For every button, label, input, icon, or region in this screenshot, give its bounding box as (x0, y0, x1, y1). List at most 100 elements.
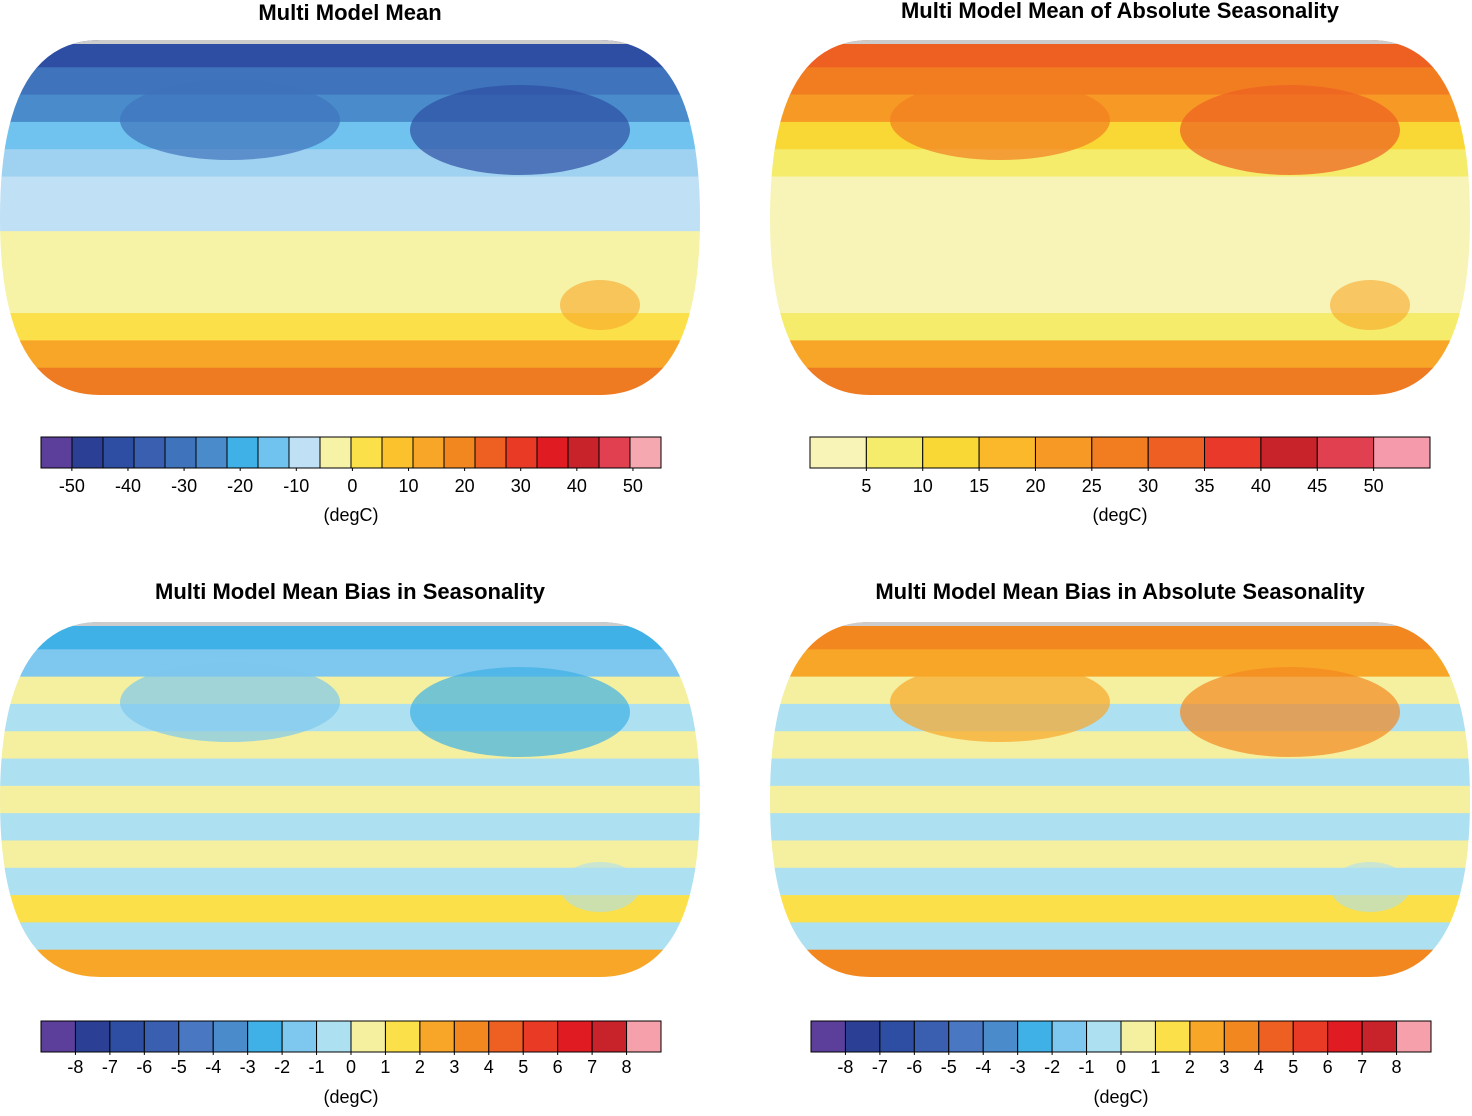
colorbar-tick-label: 6 (553, 1057, 563, 1077)
colorbar-tick-label: 20 (1025, 476, 1045, 496)
map-band (0, 649, 700, 678)
map-band (0, 340, 700, 369)
colorbar-tick-label: 10 (913, 476, 933, 496)
colorbar-tick-label: -1 (309, 1057, 325, 1077)
colorbar-tick-label: 30 (1138, 476, 1158, 496)
map-band (770, 649, 1470, 678)
colorbar-swatch (505, 436, 538, 469)
colorbar-tick-label: -20 (227, 476, 253, 496)
map-band (0, 67, 700, 96)
colorbar-tick-label: 8 (1392, 1057, 1402, 1077)
map (0, 622, 700, 977)
map-band (770, 203, 1470, 233)
colorbar-swatch (809, 436, 867, 469)
colorbar-swatch (419, 1020, 455, 1053)
colorbar-swatch (474, 436, 507, 469)
colorbar-swatch (1223, 1020, 1260, 1053)
panel: Multi Model Mean of Absolute Seasonality… (770, 0, 1470, 525)
map-band (770, 813, 1470, 842)
map-band (0, 949, 700, 977)
map-band (770, 367, 1470, 395)
panel: Multi Model Mean Bias in Seasonality -8 -7… (0, 579, 700, 1107)
colorbar-tick-label: -3 (240, 1057, 256, 1077)
map-band (770, 40, 1470, 69)
map-band (0, 622, 700, 651)
colorbar-swatch (381, 436, 414, 469)
cap (0, 40, 700, 44)
colorbar-tick-label: 35 (1195, 476, 1215, 496)
colorbar-tick-label: 10 (398, 476, 418, 496)
colorbar-swatch (1120, 1020, 1156, 1053)
colorbar-swatch (288, 436, 321, 469)
colorbar-swatch (384, 1020, 421, 1053)
cap (770, 40, 1470, 44)
map-band (0, 231, 700, 260)
colorbar-tick-label: 25 (1082, 476, 1102, 496)
colorbar-swatch (865, 436, 924, 469)
colorbar-swatch (598, 436, 631, 469)
colorbar-swatch (536, 436, 569, 469)
colorbar-tick-label: 4 (1254, 1057, 1264, 1077)
colorbar-unit: (degC) (323, 1087, 378, 1107)
land-blob (560, 862, 640, 912)
map-band (770, 340, 1470, 369)
colorbar-tick-label: 3 (1219, 1057, 1229, 1077)
colorbar-swatch (1292, 1020, 1329, 1053)
map-band (0, 785, 700, 815)
colorbar-swatch (316, 1020, 352, 1053)
map-band (0, 176, 700, 205)
colorbar-tick-label: 15 (969, 476, 989, 496)
colorbar-tick-label: -2 (274, 1057, 290, 1077)
colorbar-swatch (978, 436, 1036, 469)
map (770, 622, 1470, 977)
colorbar-swatch (1204, 436, 1262, 469)
colorbar-tick-label: -1 (1079, 1057, 1095, 1077)
colorbar-swatch (226, 436, 259, 469)
colorbar-swatch (164, 436, 197, 469)
cap (770, 622, 1470, 626)
colorbar-swatch (913, 1020, 950, 1053)
colorbar-swatch (1260, 436, 1318, 469)
colorbar-swatch (844, 1020, 881, 1053)
map (770, 40, 1470, 395)
cap (0, 622, 700, 626)
colorbar-swatch (1147, 436, 1206, 469)
panel-title: Multi Model Mean Bias in Seasonality (155, 579, 546, 604)
colorbar-tick-label: 1 (380, 1057, 390, 1077)
colorbar-swatch (1316, 436, 1375, 469)
colorbar-tick-label: 40 (567, 476, 587, 496)
panel-title: Multi Model Mean (258, 0, 441, 25)
map-band (770, 785, 1470, 815)
colorbar-tick-label: 6 (1323, 1057, 1333, 1077)
colorbar-tick-label: -5 (171, 1057, 187, 1077)
colorbar-tick-label: -10 (283, 476, 309, 496)
colorbar-swatch (40, 1020, 76, 1053)
map-band (0, 813, 700, 842)
colorbar-tick-label: 30 (511, 476, 531, 496)
colorbar-tick-label: -5 (941, 1057, 957, 1077)
colorbar-swatch (319, 436, 352, 469)
map-band (770, 258, 1470, 287)
colorbar-swatch (281, 1020, 318, 1053)
map-band (770, 231, 1470, 260)
colorbar-swatch (257, 436, 290, 469)
land-blob (1330, 862, 1410, 912)
colorbar-tick-label: 40 (1251, 476, 1271, 496)
colorbar-tick-label: 1 (1150, 1057, 1160, 1077)
colorbar-unit: (degC) (1092, 505, 1147, 525)
colorbar-swatch (143, 1020, 180, 1053)
colorbar-swatch (109, 1020, 145, 1053)
panel-title: Multi Model Mean Bias in Absolute Season… (875, 579, 1365, 604)
panel: Multi Model Mean -50 -40 -30 -20 -10 0 10 20 30 40… (0, 0, 700, 525)
colorbar-tick-label: -4 (975, 1057, 991, 1077)
colorbar-tick-label: 0 (346, 1057, 356, 1077)
colorbar-swatch (1034, 436, 1093, 469)
colorbar-tick-label: -6 (906, 1057, 922, 1077)
colorbar-tick-label: 5 (861, 476, 871, 496)
colorbar-swatch (879, 1020, 915, 1053)
colorbar-swatch (350, 1020, 386, 1053)
colorbar-swatch (1091, 436, 1149, 469)
colorbar-tick-label: -30 (171, 476, 197, 496)
colorbar-tick-label: 5 (518, 1057, 528, 1077)
colorbar-swatch (1361, 1020, 1398, 1053)
